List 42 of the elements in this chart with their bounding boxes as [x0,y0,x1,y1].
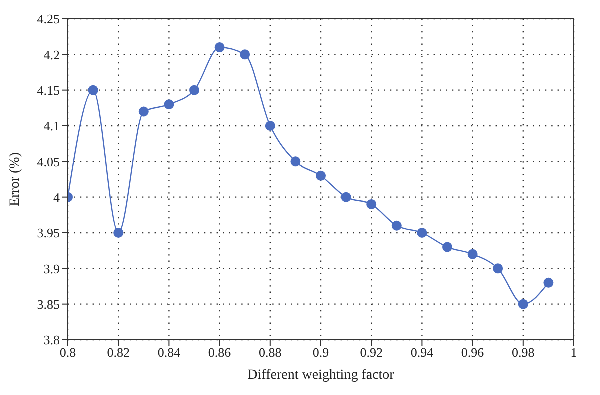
point [265,121,276,131]
x-tick-label: 0.82 [107,345,130,360]
x-tick-label: 0.84 [158,345,182,360]
y-tick-label: 4.15 [37,82,60,98]
point [493,264,504,274]
point [164,100,174,110]
x-tick-label: 0.92 [360,345,383,360]
y-tick-label: 4 [54,190,60,205]
x-tick-label: 0.9 [312,345,330,360]
point [468,249,478,260]
point [392,220,402,231]
y-tick-label: 3.8 [44,332,60,348]
point [544,278,554,288]
x-tick-label: 0.98 [512,345,535,360]
point [290,156,301,167]
point [138,106,149,117]
x-tick-label: 0.86 [208,345,232,360]
y-tick-label: 3.95 [37,226,60,241]
x-tick-label: 0.8 [60,345,76,360]
y-tick-label: 3.85 [37,296,60,312]
y-tick-label: 4.1 [44,118,60,134]
point [240,50,250,60]
x-axis-title: Different weighting factor [248,368,395,383]
point [417,228,428,238]
point [190,85,200,96]
y-tick-label: 3.9 [44,261,60,276]
point [366,199,377,210]
point [114,228,124,238]
y-tick-label: 4.25 [37,12,60,27]
y-tick-label: 4.05 [37,154,60,170]
y-tick-label: 4.2 [44,47,60,62]
x-tick-label: 1 [570,345,578,360]
x-tick-label: 0.96 [461,345,485,360]
x-tick-label: 0.88 [259,345,282,360]
point [518,299,528,310]
y-axis-title: Error (%) [8,152,23,207]
point [442,242,452,252]
x-tick-label: 0.94 [410,345,434,360]
point [214,42,225,53]
point [88,85,98,96]
point [316,170,326,181]
point [341,192,352,202]
